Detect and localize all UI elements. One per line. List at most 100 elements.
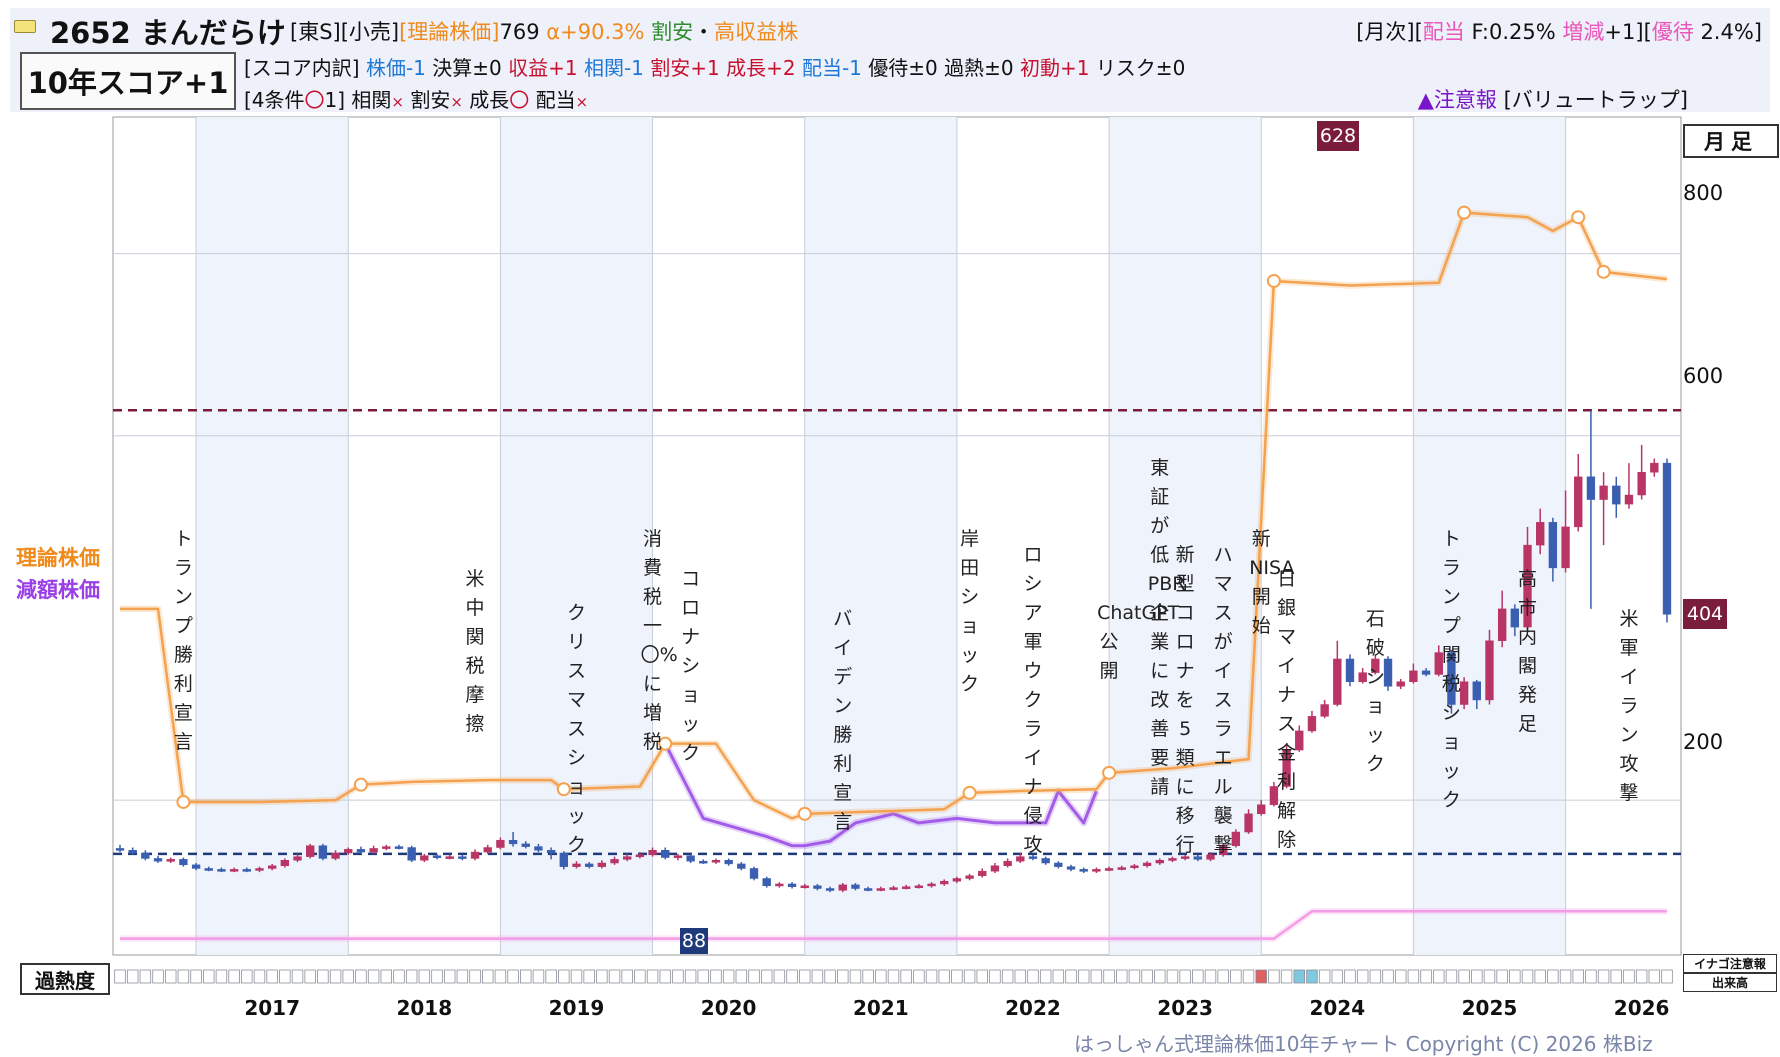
x-tick-label: 2021: [852, 996, 909, 1020]
inago-label: イナゴ注意報: [1683, 954, 1777, 973]
overheat-cell: [469, 969, 481, 984]
candle-body: [1612, 485, 1621, 505]
overheat-cell: [1192, 969, 1204, 984]
overheat-cell: [596, 969, 608, 984]
candle-body: [1104, 868, 1114, 871]
candle-body: [876, 888, 886, 891]
event-label: 高市内閣発足: [1518, 568, 1538, 735]
event-label: トランプ関税ショック: [1441, 528, 1461, 811]
candle-body: [1028, 856, 1038, 859]
header-info: [東S][小売][理論株価]769 α+90.3% 割安・高収益株: [290, 16, 798, 46]
candle-body: [1650, 462, 1659, 473]
candle-body: [699, 860, 708, 864]
candle-body: [940, 880, 949, 885]
event-label: 新型コロナを5類に移行: [1175, 544, 1195, 856]
overheat-cell: [646, 969, 659, 984]
year-band: [1109, 117, 1262, 955]
overheat-cell: [672, 969, 684, 984]
candle-body: [1003, 860, 1012, 866]
timeframe-button[interactable]: 月足: [1683, 124, 1779, 158]
folder-icon: [14, 20, 36, 33]
overheat-cell: [900, 969, 912, 984]
candle-body: [306, 845, 315, 857]
event-label: ロシア軍ウクライナ侵攻: [1023, 544, 1043, 856]
overheat-cell: [963, 969, 976, 984]
overheat-cell: [139, 969, 152, 984]
candle-body: [623, 856, 632, 860]
overheat-cell: [1039, 969, 1052, 984]
candle-body: [267, 865, 277, 869]
overheat-cell: [190, 969, 202, 984]
candle-body: [1383, 658, 1393, 687]
overheat-cell: [1154, 969, 1166, 984]
condition-items: 相関× 割安× 成長〇 配当×: [351, 88, 588, 112]
overheat-cell: [1483, 969, 1496, 984]
overheat-cell: [773, 969, 786, 984]
overheat-cell: [532, 969, 545, 984]
candle-body: [990, 865, 1000, 872]
candle-body: [686, 855, 695, 862]
overheat-cell: [1331, 969, 1344, 984]
condition-name: 成長: [462, 88, 510, 112]
alpha-value: α+90.3%: [546, 20, 645, 44]
candle-body: [483, 847, 492, 853]
candle-body: [851, 884, 860, 889]
min-price-box: 88: [680, 928, 708, 954]
overheat-cell: [1369, 969, 1382, 984]
inc-value: +1]: [1604, 20, 1644, 44]
candle-body: [1485, 640, 1494, 701]
overheat-cell: [1166, 969, 1179, 984]
event-label: 米軍イラン攻撃: [1619, 608, 1639, 804]
overheat-cell: [494, 969, 507, 984]
overheat-cell: [1382, 969, 1394, 984]
overheat-cell: [1065, 969, 1077, 984]
overheat-cell: [1001, 969, 1014, 984]
legend-theory: 理論株価: [16, 546, 100, 570]
theory-marker: [1457, 205, 1472, 220]
volume-label: 出来高: [1683, 973, 1777, 992]
tag-profit: 高収益株: [714, 20, 799, 44]
overheat-cell: [1356, 969, 1369, 984]
candle-body: [153, 858, 163, 862]
overheat-cell: [1534, 969, 1546, 984]
header-right-info: [月次][配当 F:0.25% 増減+1][優待 2.4%]: [1356, 16, 1762, 46]
score-item: 割安+1: [650, 56, 727, 80]
overheat-cell: [558, 969, 570, 984]
candle-body: [369, 848, 378, 853]
candle-body: [711, 860, 721, 863]
candle-body: [331, 852, 340, 859]
warning-note: ▲注意報 [バリュートラップ]: [1418, 84, 1688, 114]
overheat-cell: [684, 969, 697, 984]
overheat-cell: [1585, 969, 1597, 984]
event-label: 東証が低PBR企業に改善要請: [1147, 457, 1186, 798]
score-item: 成長+2: [726, 56, 802, 80]
overheat-cell: [228, 969, 240, 984]
candle-body: [559, 852, 568, 867]
event-label: 新NISA開始: [1249, 528, 1295, 637]
candle-body: [1434, 652, 1443, 675]
x-tick-label: 2017: [244, 996, 300, 1020]
candle-body: [1155, 860, 1164, 864]
overheat-cell: [837, 969, 849, 984]
overheat-cell: [431, 969, 443, 984]
score-item: リスク±0: [1095, 56, 1186, 80]
legend-reduced: 減額株価: [16, 578, 100, 602]
overheat-cell: [1217, 969, 1229, 984]
event-label: コロナショック: [681, 568, 701, 764]
div-open: [: [1414, 20, 1423, 44]
event-label: 消費税一〇%に増税: [640, 528, 678, 753]
score-item: 優待±0: [868, 56, 945, 80]
overheat-cell: [1090, 969, 1103, 984]
candle-body: [838, 884, 847, 891]
tag-cheap: 割安: [651, 20, 694, 44]
overheat-cell: [1496, 969, 1508, 984]
candle-body: [1574, 476, 1583, 528]
candle-body: [1092, 869, 1101, 872]
overheat-cell: [811, 969, 824, 984]
candle-body: [863, 888, 873, 891]
overheat-cell: [291, 969, 304, 984]
monthly-label: [月次]: [1356, 20, 1415, 44]
overheat-cell: [1052, 969, 1065, 984]
candle-body: [280, 860, 290, 866]
overheat-cell: [367, 969, 380, 984]
